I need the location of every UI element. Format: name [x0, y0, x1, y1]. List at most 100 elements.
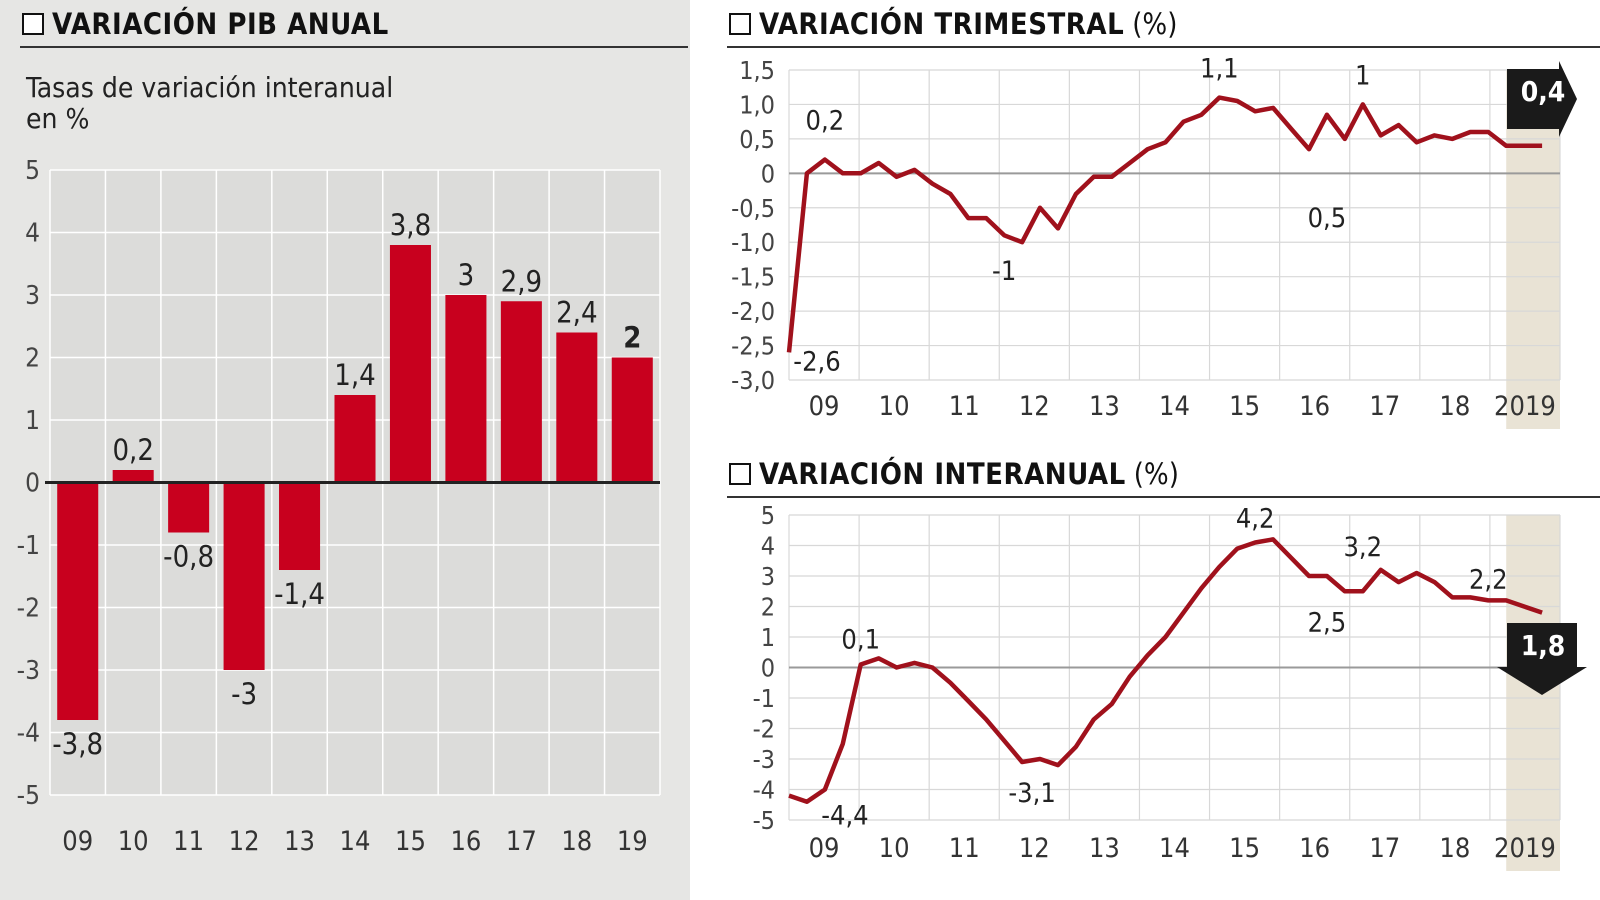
checkbox-square-icon	[729, 13, 751, 35]
y-tick-label: 5	[761, 505, 775, 530]
bar-value-label: 1,4	[334, 358, 375, 392]
y-tick-label: 4	[761, 532, 775, 561]
x-tick-label: 15	[1229, 833, 1260, 864]
bar	[112, 470, 154, 483]
y-tick-label: 0	[761, 654, 775, 683]
checkbox-square-icon	[729, 463, 751, 485]
y-tick-label: -5	[753, 806, 775, 835]
y-tick-label: -2	[753, 715, 775, 744]
x-tick-label: 18	[1439, 833, 1470, 864]
x-tick-label: 17	[506, 826, 537, 857]
bar-value-label: -3	[231, 677, 257, 711]
x-tick-label: 11	[949, 391, 980, 422]
annual-gdp-subtitle: Tasas de variación interanual en %	[26, 71, 394, 135]
x-tick-label: 2019	[1494, 391, 1556, 422]
y-tick-label: -4	[753, 776, 775, 805]
y-tick-label: -3,0	[731, 366, 775, 395]
bar-value-label: 2	[623, 321, 641, 355]
badge-arrow-shape	[1497, 623, 1587, 695]
badge-arrow-shape	[1507, 61, 1577, 137]
quarterly-header: VARIACIÓN TRIMESTRAL (%)	[727, 2, 1600, 48]
x-tick-label: 09	[62, 826, 93, 857]
bar	[223, 482, 265, 670]
y-tick-label: -1,5	[731, 263, 775, 292]
annotation-label: -2,6	[793, 346, 840, 377]
bar-value-label: -0,8	[163, 540, 214, 574]
x-tick-label: 11	[949, 833, 980, 864]
bar	[334, 395, 376, 483]
y-tick-label: -3	[753, 745, 775, 774]
annotation-label: 3,2	[1343, 532, 1382, 563]
interannual-header: VARIACIÓN INTERANUAL (%)	[727, 452, 1600, 498]
annual-gdp-header: VARIACIÓN PIB ANUAL	[20, 2, 688, 48]
y-tick-label: -2,5	[731, 332, 775, 361]
y-tick-label: 1	[761, 623, 775, 652]
annotation-label: 0,1	[841, 624, 880, 655]
x-tick-label: 16	[450, 826, 481, 857]
x-tick-label: 16	[1299, 391, 1330, 422]
x-tick-label: 14	[1159, 391, 1190, 422]
y-tick-label: 1	[25, 406, 40, 436]
x-tick-label: 12	[1019, 391, 1050, 422]
x-tick-label: 09	[809, 391, 840, 422]
bar	[556, 332, 598, 483]
y-tick-label: 1,0	[739, 90, 775, 119]
bar-value-label: 3,8	[390, 208, 431, 242]
series-line	[786, 95, 1543, 353]
x-tick-label: 15	[395, 826, 426, 857]
y-tick-label: -2,0	[731, 297, 775, 326]
x-tick-label: 16	[1299, 833, 1330, 864]
highlight-band	[1506, 515, 1560, 871]
badge-value: 1,8	[1521, 629, 1566, 662]
annotation-label: 1	[1355, 60, 1370, 91]
latest-value-badge: 1,8	[1497, 623, 1587, 695]
bar	[57, 482, 99, 720]
y-tick-label: 5	[25, 156, 40, 186]
annotation-label: -3,1	[1008, 778, 1055, 809]
x-tick-label: 12	[1019, 833, 1050, 864]
interannual-title-unit: (%)	[1133, 457, 1179, 491]
interannual-title: VARIACIÓN INTERANUAL	[759, 457, 1126, 491]
x-tick-label: 18	[561, 826, 592, 857]
checkbox-square-icon	[22, 13, 44, 35]
annotation-label: 0,2	[806, 106, 845, 137]
bar	[611, 357, 653, 483]
y-tick-label: -1	[753, 684, 775, 713]
latest-value-badge: 0,4	[1507, 61, 1577, 137]
y-tick-label: -0,5	[731, 194, 775, 223]
x-tick-label: 13	[284, 826, 315, 857]
x-tick-label: 17	[1369, 391, 1400, 422]
bar-value-label: 2,4	[556, 296, 597, 330]
x-tick-label: 2019	[1494, 833, 1556, 864]
y-tick-label: -2	[17, 594, 40, 624]
annotation-label: -1	[992, 256, 1016, 287]
y-tick-label: 3	[761, 562, 775, 591]
bar	[500, 301, 542, 483]
bar	[168, 482, 210, 533]
annotation-label: 2,2	[1469, 564, 1508, 595]
x-tick-label: 18	[1439, 391, 1470, 422]
quarterly-title-unit: (%)	[1132, 7, 1178, 41]
x-tick-label: 19	[617, 826, 648, 857]
annotation-label: 2,5	[1308, 607, 1347, 638]
quarterly-title: VARIACIÓN TRIMESTRAL	[759, 7, 1125, 41]
y-tick-label: -1,0	[731, 228, 775, 257]
x-tick-label: 14	[1159, 833, 1190, 864]
annual-gdp-title: VARIACIÓN PIB ANUAL	[52, 7, 389, 41]
x-tick-label: 11	[173, 826, 204, 857]
y-tick-label: 2	[761, 593, 775, 622]
annotation-label: 1,1	[1200, 55, 1239, 85]
x-tick-label: 13	[1089, 833, 1120, 864]
x-tick-label: 15	[1229, 391, 1260, 422]
x-tick-label: 12	[229, 826, 260, 857]
annual-gdp-bar-chart: 543210-1-2-3-4-5-3,8090,210-0,811-312-1,…	[17, 156, 661, 857]
quarterly-line-chart: 1,51,00,50-0,5-1,0-1,5-2,0-2,5-3,009 10 11…	[731, 55, 1577, 429]
bar-value-label: 0,2	[112, 433, 153, 467]
y-tick-label: -4	[17, 719, 40, 749]
x-tick-label: 13	[1089, 391, 1120, 422]
y-tick-label: 0	[25, 469, 40, 499]
x-tick-label: 10	[879, 833, 910, 864]
bar-value-label: 2,9	[501, 264, 542, 298]
annotation-label: -4,4	[821, 801, 868, 832]
y-tick-label: 2	[25, 344, 40, 374]
